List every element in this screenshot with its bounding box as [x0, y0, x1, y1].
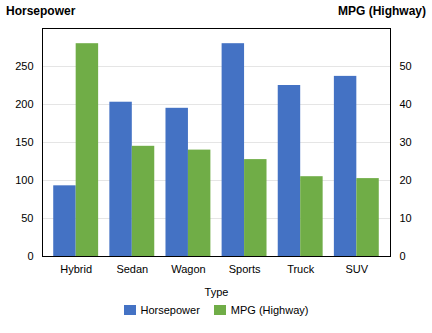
- svg-text:Type: Type: [205, 286, 229, 298]
- svg-text:50: 50: [21, 212, 33, 224]
- svg-text:100: 100: [15, 174, 33, 186]
- html-text:MPG (Highway): MPG (Highway): [230, 304, 309, 316]
- svg-text:150: 150: [15, 136, 33, 148]
- svg-text:20: 20: [400, 174, 412, 186]
- svg-text:0: 0: [27, 250, 33, 262]
- svg-text:30: 30: [400, 136, 412, 148]
- svg-text:SUV: SUV: [346, 263, 369, 275]
- html-text:Horsepower: Horsepower: [6, 4, 76, 18]
- svg-text:10: 10: [400, 212, 412, 224]
- svg-text:250: 250: [15, 60, 33, 72]
- svg-text:Hybrid: Hybrid: [60, 263, 92, 275]
- svg-text:Truck: Truck: [287, 263, 315, 275]
- svg-text:Sedan: Sedan: [116, 263, 148, 275]
- svg-text:Wagon: Wagon: [171, 263, 205, 275]
- html-text:MPG (Highway): MPG (Highway): [338, 4, 426, 18]
- svg-text:50: 50: [400, 60, 412, 72]
- svg-text:Sports: Sports: [229, 263, 261, 275]
- svg-text:0: 0: [400, 250, 406, 262]
- html-text:Horsepower: Horsepower: [140, 304, 200, 316]
- svg-text:40: 40: [400, 98, 412, 110]
- svg-text:200: 200: [15, 98, 33, 110]
